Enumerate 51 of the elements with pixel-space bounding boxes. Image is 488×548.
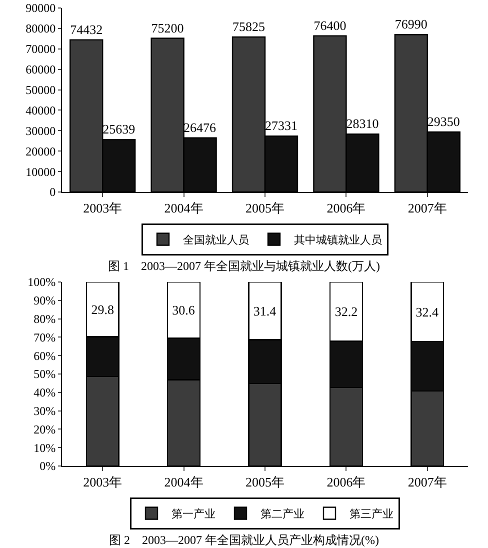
y-tick-label: 0 [50, 185, 56, 200]
legend-label: 全国就业人员 [183, 234, 249, 247]
data-label: 31.4 [253, 303, 277, 318]
y-tick-label: 80% [34, 312, 56, 326]
data-label: 25639 [102, 122, 136, 137]
legend-label: 其中城镇就业人员 [294, 234, 382, 247]
legend-label: 第二产业 [260, 508, 304, 521]
y-tick-label: 30% [34, 404, 56, 418]
y-tick-label: 10% [34, 440, 56, 455]
y-tick-label: 40000 [26, 103, 56, 118]
x-tick-label: 2006年 [326, 474, 366, 490]
x-tick-label: 2003年 [83, 474, 122, 490]
y-tick-label: 70% [34, 330, 56, 344]
data-label: 76990 [394, 16, 428, 32]
data-label: 29.8 [91, 302, 114, 317]
data-label: 74432 [70, 22, 103, 37]
x-tick-label: 2004年 [164, 474, 204, 490]
x-tick-label: 2005年 [246, 200, 284, 216]
y-tick-label: 60% [34, 348, 56, 363]
data-label: 75200 [151, 20, 184, 36]
x-tick-label: 2003年 [83, 200, 122, 216]
y-tick-label: 70000 [26, 42, 56, 56]
x-tick-label: 2004年 [164, 200, 204, 216]
y-tick-label: 90% [34, 294, 56, 308]
data-label: 27331 [264, 118, 298, 134]
x-tick-label: 2007年 [408, 474, 447, 490]
y-tick-label: 10000 [26, 164, 56, 179]
data-label: 32.4 [416, 304, 440, 320]
y-tick-label: 40% [34, 386, 56, 400]
data-label: 32.2 [334, 304, 358, 320]
data-label: 30.6 [172, 302, 196, 318]
y-tick-label: 50000 [26, 82, 56, 97]
y-tick-label: 20% [34, 422, 56, 436]
x-tick-label: 2005年 [246, 474, 284, 490]
y-tick-label: 60000 [26, 62, 56, 77]
x-tick-label: 2006年 [326, 200, 366, 216]
y-tick-label: 20000 [26, 144, 56, 158]
data-label: 75825 [232, 18, 266, 34]
y-tick-label: 0% [40, 459, 56, 474]
legend-label: 第三产业 [350, 508, 394, 521]
text: 图 2 2003—2007 年全国就业人员产业构成情况(%) [109, 532, 379, 547]
y-tick-label: 50% [34, 367, 56, 382]
data-label: 76400 [314, 18, 346, 33]
data-label: 29350 [427, 114, 460, 129]
text: 图 1 2003—2007 年全国就业与城镇就业人数(万人) [108, 258, 380, 273]
x-tick-label: 2007年 [408, 200, 447, 216]
y-tick-label: 30000 [26, 124, 56, 138]
legend-label: 第一产业 [172, 508, 216, 521]
y-tick-label: 100% [28, 275, 56, 290]
y-tick-label: 90000 [26, 1, 56, 16]
y-tick-label: 80000 [26, 22, 56, 36]
